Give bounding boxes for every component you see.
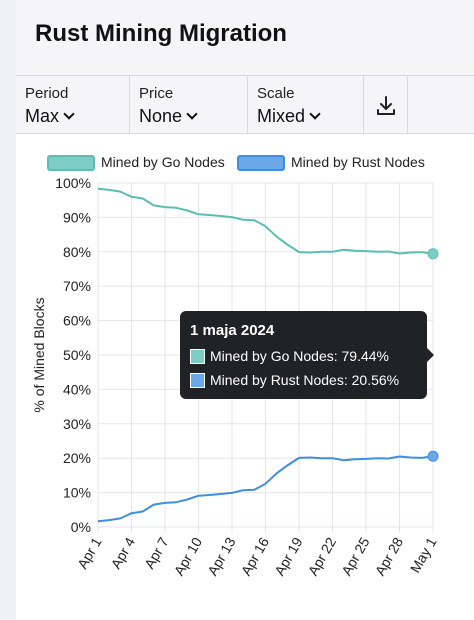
x-tick-label: Apr 4	[108, 534, 139, 571]
legend-swatch-rust	[237, 155, 285, 171]
chart-toolbar: Period Max Price None Scale Mixed	[16, 76, 474, 134]
price-dropdown[interactable]: Price None	[130, 76, 248, 134]
y-tick-label: 50%	[63, 347, 91, 363]
tooltip-swatch-go	[190, 349, 205, 364]
y-tick-label: 20%	[63, 450, 91, 466]
x-tick-label: Apr 19	[271, 534, 306, 578]
period-dropdown[interactable]: Period Max	[16, 76, 130, 134]
tooltip-row-rust: Mined by Rust Nodes: 20.56%	[190, 372, 399, 388]
x-tick-label: May 1	[407, 534, 440, 575]
y-tick-label: 70%	[63, 278, 91, 294]
x-tick-label: Apr 28	[372, 534, 407, 578]
x-tick-label: Apr 22	[305, 534, 340, 578]
x-tick-label: Apr 13	[204, 534, 239, 578]
y-tick-label: 100%	[55, 175, 91, 191]
legend-label-rust: Mined by Rust Nodes	[291, 154, 425, 170]
y-tick-label: 10%	[63, 485, 91, 501]
y-tick-label: 80%	[63, 244, 91, 260]
scale-value: Mixed	[257, 106, 306, 126]
series-hover-point-rust	[427, 450, 439, 462]
scale-dropdown[interactable]: Scale Mixed	[248, 76, 364, 134]
x-tick-label: Apr 7	[141, 534, 172, 571]
legend-swatch-go	[47, 155, 95, 171]
series-line-rust	[97, 455, 434, 523]
scale-label: Scale	[257, 85, 295, 102]
period-value: Max	[25, 106, 60, 126]
y-axis-title: % of Mined Blocks	[31, 297, 47, 412]
x-tick-label: Apr 10	[171, 534, 206, 578]
download-icon	[377, 96, 395, 115]
legend-label-go: Mined by Go Nodes	[101, 154, 225, 170]
chart-title: Rust Mining Migration	[35, 20, 287, 47]
series-line-go	[97, 187, 434, 255]
x-tick-label: Apr 25	[338, 534, 373, 578]
y-tick-label: 60%	[63, 313, 91, 329]
period-label: Period	[25, 85, 69, 102]
price-label: Price	[139, 85, 174, 102]
chart-tooltip: 1 maja 2024 Mined by Go Nodes: 79.44% Mi…	[180, 311, 434, 399]
chart-card: Rust Mining Migration Period Max Price N…	[16, 0, 474, 620]
x-tick-label: Apr 1	[74, 534, 105, 571]
tooltip-text-go: Mined by Go Nodes: 79.44%	[210, 348, 389, 364]
series-hover-point-go	[427, 248, 439, 260]
card-header: Rust Mining Migration	[16, 0, 474, 76]
tooltip-text-rust: Mined by Rust Nodes: 20.56%	[210, 372, 400, 388]
download-button[interactable]	[364, 76, 408, 134]
y-tick-label: 30%	[63, 416, 91, 432]
tooltip-title: 1 maja 2024	[190, 322, 275, 339]
tooltip-swatch-rust	[190, 373, 205, 388]
y-tick-label: 90%	[63, 209, 91, 225]
price-value: None	[139, 106, 183, 126]
x-tick-label: Apr 16	[238, 534, 273, 578]
y-tick-label: 40%	[63, 381, 91, 397]
tooltip-row-go: Mined by Go Nodes: 79.44%	[190, 348, 389, 364]
y-tick-label: 0%	[71, 519, 91, 535]
